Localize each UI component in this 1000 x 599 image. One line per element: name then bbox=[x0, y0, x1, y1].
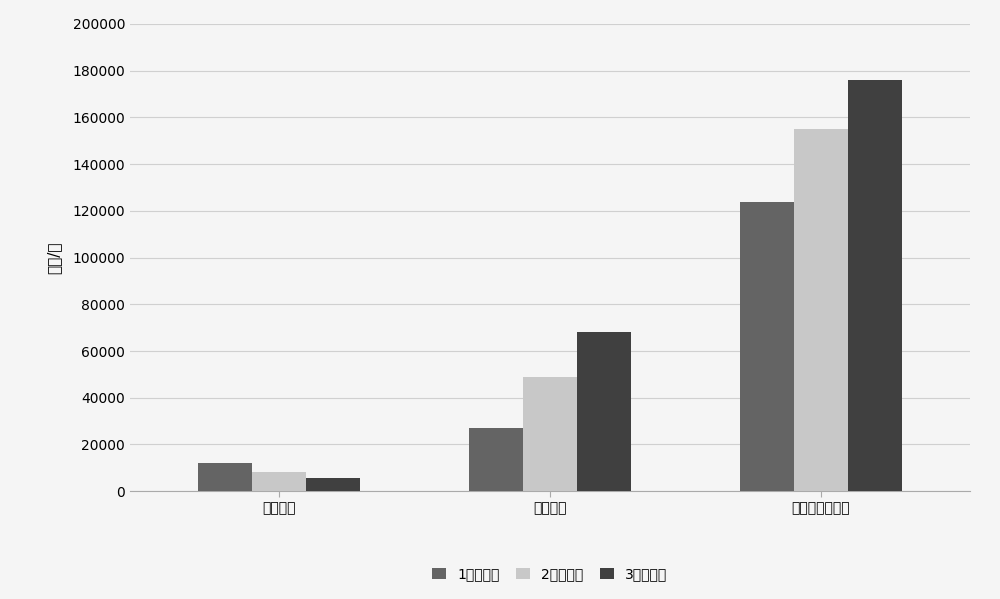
Y-axis label: 成本/元: 成本/元 bbox=[46, 241, 61, 274]
Bar bbox=[794, 129, 848, 491]
Bar bbox=[198, 463, 252, 491]
Bar bbox=[469, 428, 523, 491]
Bar bbox=[577, 332, 631, 491]
Bar bbox=[523, 377, 577, 491]
Bar bbox=[252, 473, 306, 491]
Legend: 1号变压器, 2号变压器, 3号变压器: 1号变压器, 2号变压器, 3号变压器 bbox=[427, 562, 673, 587]
Bar bbox=[306, 479, 360, 491]
Bar bbox=[740, 201, 794, 491]
Bar bbox=[848, 80, 902, 491]
